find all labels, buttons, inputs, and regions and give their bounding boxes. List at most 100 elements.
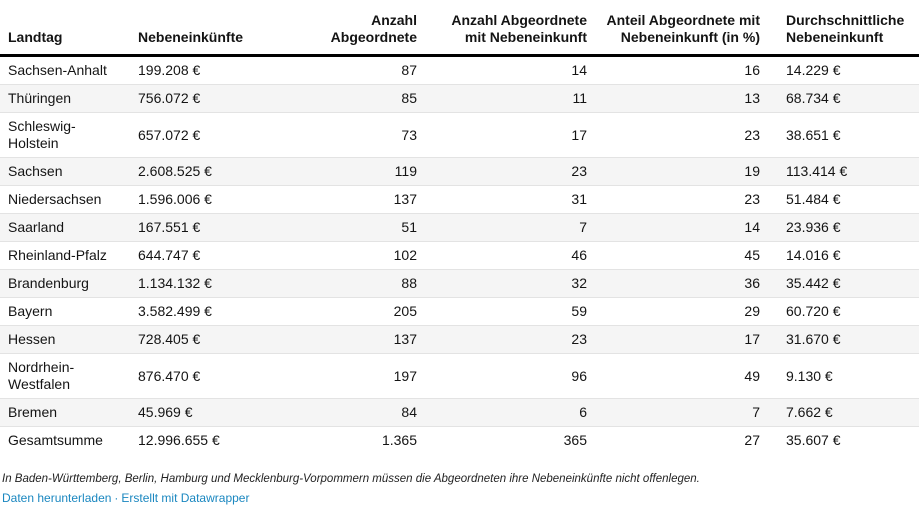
table-row: Thüringen 756.072 € 85 11 13 68.734 € [0, 84, 919, 113]
column-header: Anteil Abgeordnete mit Nebeneinkunft (in… [595, 0, 768, 57]
table-cell: 137 [393, 331, 417, 347]
table-cell: 1.365 [381, 432, 417, 448]
table-cell: 876.470 € [138, 367, 201, 384]
table-row: Brandenburg 1.134.132 € 88 32 36 35.442 € [0, 269, 919, 298]
table-row: Rheinland-Pfalz 644.747 € 102 46 45 14.016 € [0, 241, 919, 270]
header-row: Landtag Nebeneinkünfte Anzahl Abgeordnete A… [0, 0, 919, 57]
table-row: Sachsen-Anhalt 199.208 € 87 14 16 14.229 € [0, 56, 919, 85]
table-row: Schleswig-Holstein 657.072 € 73 17 23 38.651 … [0, 112, 919, 158]
footnote: In Baden-Württemberg, Berlin, Hamburg un… [2, 473, 700, 485]
table-cell: 87 [401, 62, 417, 78]
table-cell: 88 [401, 275, 417, 291]
table-cell: 49 [744, 367, 760, 384]
table-cell: 657.072 € [138, 126, 201, 143]
table-cell: 19 [744, 163, 760, 179]
table-cell: 23 [571, 331, 587, 347]
row-label: Nordrhein-Westfalen [8, 359, 75, 392]
table-cell: 31 [571, 191, 587, 207]
download-data-link[interactable]: Daten herunterladen [2, 491, 112, 505]
table-cell: 728.405 € [138, 331, 201, 347]
table-cell: 23 [744, 126, 760, 143]
row-label: Saarland [8, 219, 65, 235]
table-cell: 17 [744, 331, 760, 347]
row-label: Rheinland-Pfalz [8, 247, 107, 263]
column-header: Durchschnittliche Nebeneinkunft [768, 0, 919, 57]
table-cell: 137 [393, 191, 417, 207]
table-row: Gesamtsumme 12.996.655 € 1.365 365 27 35.607 … [0, 426, 919, 455]
table-cell: 14.016 € [786, 247, 841, 263]
table-cell: 35.607 € [786, 432, 841, 448]
table-row: Niedersachsen 1.596.006 € 137 31 23 51.484 € [0, 185, 919, 214]
table-cell: 23 [744, 191, 760, 207]
table-cell: 51.484 € [786, 191, 841, 207]
table-row: Sachsen 2.608.525 € 119 23 19 113.414 € [0, 157, 919, 186]
row-label: Bremen [8, 404, 58, 420]
table-cell: 73 [401, 126, 417, 143]
row-label: Sachsen-Anhalt [8, 62, 107, 78]
table-cell: 32 [571, 275, 587, 291]
table-cell: 2.608.525 € [138, 163, 212, 179]
table-cell: 7 [752, 404, 760, 420]
table-cell: 14.229 € [786, 62, 841, 78]
table-cell: 365 [563, 432, 587, 448]
table-cell: 35.442 € [786, 275, 841, 291]
table-cell: 14 [571, 62, 587, 78]
row-label: Schleswig-Holstein [8, 118, 76, 151]
table-cell: 1.596.006 € [138, 191, 212, 207]
table-cell: 199.208 € [138, 62, 201, 78]
table-cell: 68.734 € [786, 90, 841, 106]
table-cell: 7 [579, 219, 587, 235]
table-row: Hessen 728.405 € 137 23 17 31.670 € [0, 325, 919, 354]
data-table: Landtag Nebeneinkünfte Anzahl Abgeordnete A… [0, 0, 919, 455]
table-row: Saarland 167.551 € 51 7 14 23.936 € [0, 213, 919, 242]
table-cell: 16 [744, 62, 760, 78]
column-header: Anzahl Abgeordnete mit Nebeneinkunft [425, 0, 595, 57]
row-label: Sachsen [8, 163, 63, 179]
table-cell: 12.996.655 € [138, 432, 220, 448]
table-cell: 46 [571, 247, 587, 263]
row-label: Gesamtsumme [8, 432, 103, 448]
table-cell: 85 [401, 90, 417, 106]
table-cell: 51 [401, 219, 417, 235]
column-header: Landtag [0, 0, 130, 57]
table-cell: 59 [571, 303, 587, 319]
table-cell: 7.662 € [786, 404, 833, 420]
table-cell: 167.551 € [138, 219, 201, 235]
row-label: Thüringen [8, 90, 72, 106]
row-label: Niedersachsen [8, 191, 102, 207]
row-label: Bayern [8, 303, 53, 319]
table-cell: 27 [744, 432, 760, 448]
table-cell: 17 [571, 126, 587, 143]
table-cell: 14 [744, 219, 760, 235]
column-header: Anzahl Abgeordnete [297, 0, 425, 57]
table-cell: 756.072 € [138, 90, 201, 106]
link-separator: · [114, 491, 119, 505]
table-cell: 36 [744, 275, 760, 291]
table-cell: 205 [393, 303, 417, 319]
table-row: Nordrhein-Westfalen 876.470 € 197 96 49 9.130… [0, 353, 919, 399]
table-cell: 9.130 € [786, 367, 833, 384]
table-body: Sachsen-Anhalt 199.208 € 87 14 16 14.229 € Thü… [0, 56, 919, 455]
row-label: Brandenburg [8, 275, 89, 291]
table-cell: 60.720 € [786, 303, 841, 319]
table-cell: 23.936 € [786, 219, 841, 235]
table-cell: 6 [579, 404, 587, 420]
datawrapper-table-widget: Landtag Nebeneinkünfte Anzahl Abgeordnete A… [0, 0, 919, 506]
table-cell: 3.582.499 € [138, 303, 212, 319]
datawrapper-credit-link[interactable]: Erstellt mit Datawrapper [121, 491, 250, 505]
table-row: Bremen 45.969 € 84 6 7 7.662 € [0, 398, 919, 427]
table-cell: 45.969 € [138, 404, 193, 420]
footer-links: Daten herunterladen · Erstellt mit Datawra… [2, 491, 919, 506]
table-cell: 119 [394, 163, 417, 179]
table-cell: 96 [571, 367, 587, 384]
row-label: Hessen [8, 331, 56, 347]
table-cell: 102 [393, 247, 417, 263]
table-cell: 45 [744, 247, 760, 263]
table-cell: 38.651 € [786, 126, 841, 143]
table-cell: 84 [401, 404, 417, 420]
table-cell: 13 [744, 90, 760, 106]
table-cell: 644.747 € [138, 247, 201, 263]
column-header: Nebeneinkünfte [130, 0, 297, 57]
table-cell: 1.134.132 € [138, 275, 212, 291]
table-cell: 23 [571, 163, 587, 179]
